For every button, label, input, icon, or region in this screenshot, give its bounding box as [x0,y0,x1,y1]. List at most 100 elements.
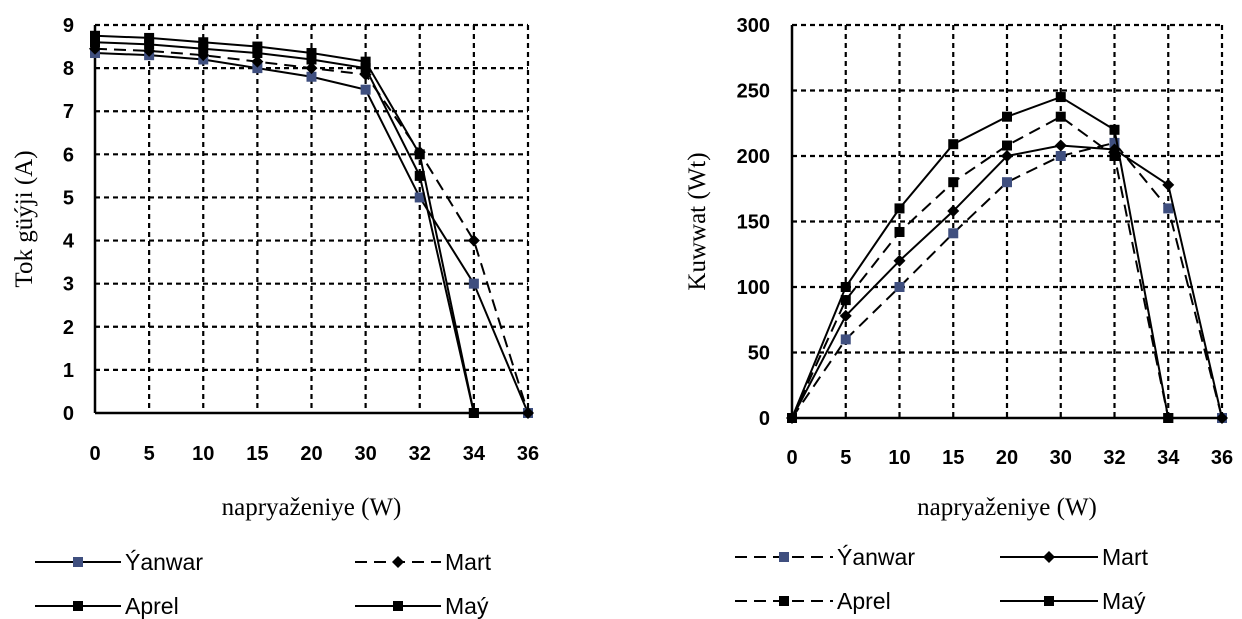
legend-item: Mart [1000,544,1149,570]
data-point [198,43,209,54]
x-tick-label: 0 [89,443,100,465]
legend-label: Aprel [125,593,179,619]
x-tick-label: 15 [246,443,268,465]
data-point [1163,203,1174,214]
x-tick-label: 32 [1103,447,1125,469]
x-tick-label: 32 [409,443,431,465]
data-point [840,334,851,345]
data-point [414,170,425,181]
legend-marker [73,601,83,611]
data-point [144,39,155,50]
data-point [840,282,851,292]
data-point [1055,111,1066,122]
data-point [468,408,479,418]
series-line [791,141,1223,419]
data-point [306,71,317,82]
x-tick-label: 34 [463,443,486,465]
x-tick-label: 20 [300,443,322,465]
y-tick-label: 50 [748,343,770,365]
data-point [1162,178,1175,191]
legend-item: Aprel [35,593,179,619]
data-point [839,309,852,322]
data-point [948,177,959,188]
y-tick-label: 4 [63,231,75,253]
legend-marker [779,552,789,562]
data-point [1054,139,1067,152]
legend-item: Ýanwar [735,544,915,570]
series-line [791,115,1170,419]
legend-item: Mart [355,549,492,575]
data-point [467,234,480,247]
data-point [252,63,263,74]
legend-label: Ýanwar [837,544,915,570]
y-tick-label: 300 [737,15,770,37]
x-tick-label: 10 [888,447,910,469]
legend: Ýanwar Mart Aprel Maý [735,544,1149,614]
series-4 [90,30,479,418]
y-tick-label: 6 [63,144,74,166]
y-tick-label: 5 [63,187,74,209]
data-point [1109,124,1120,135]
legend-item: Maý [355,593,489,619]
series-4 [787,92,1174,423]
data-point [306,48,317,59]
data-point [414,192,425,203]
data-point [894,203,905,214]
y-tick-label: 200 [737,146,770,168]
legend-marker [73,557,83,567]
data-point [144,32,155,43]
y-tick-label: 7 [63,101,74,123]
x-tick-label: 30 [1050,447,1072,469]
data-point [90,37,100,48]
data-point [1002,111,1012,122]
legend-marker [1044,596,1054,606]
grid [792,23,1224,418]
x-tick-label: 15 [942,447,964,469]
y-tick-label: 0 [759,408,770,430]
legend-item: Maý [1000,588,1146,614]
y-tick-label: 150 [737,212,770,234]
x-tick-label: 0 [786,447,797,469]
data-point [1109,137,1120,148]
data-point [522,407,534,419]
x-axis-title: napryaženiye (W) [222,494,402,521]
data-point [1109,151,1120,161]
x-tick-label: 34 [1157,447,1180,469]
data-point [1001,150,1013,162]
grid [95,23,530,413]
data-point [894,226,905,237]
x-tick-label: 5 [840,447,851,469]
legend-item: Aprel [735,588,891,614]
data-point [468,278,479,289]
y-tick-label: 8 [63,58,74,80]
x-tick-label: 10 [192,443,214,465]
y-tick-label: 250 [737,81,770,103]
data-point [360,56,371,67]
x-axis-title: napryaženiye (W) [917,494,1097,521]
y-tick-label: 0 [63,403,74,425]
legend-label: Mart [445,549,492,575]
data-point [306,54,317,65]
y-axis-title: Kuwwat (Wt) [684,152,711,290]
data-point [360,84,371,95]
x-tick-label: 36 [517,443,539,465]
legend: Ýanwar Mart Aprel Maý [35,549,492,619]
legend-item: Ýanwar [35,549,203,575]
series-line [94,34,475,414]
x-tick-label: 36 [1211,447,1233,469]
x-tick-label: 20 [996,447,1018,469]
legend-marker [1043,551,1055,563]
legend-label: Maý [1102,588,1146,614]
legend-marker [779,596,789,606]
data-point [90,30,100,41]
y-tick-label: 100 [737,277,770,299]
data-point [360,63,371,74]
data-point [840,295,851,306]
data-point [251,55,264,68]
data-point [1055,92,1066,103]
data-point [894,282,905,292]
y-tick-label: 3 [63,274,74,296]
data-point [1055,151,1066,161]
y-tick-label: 1 [63,360,74,382]
